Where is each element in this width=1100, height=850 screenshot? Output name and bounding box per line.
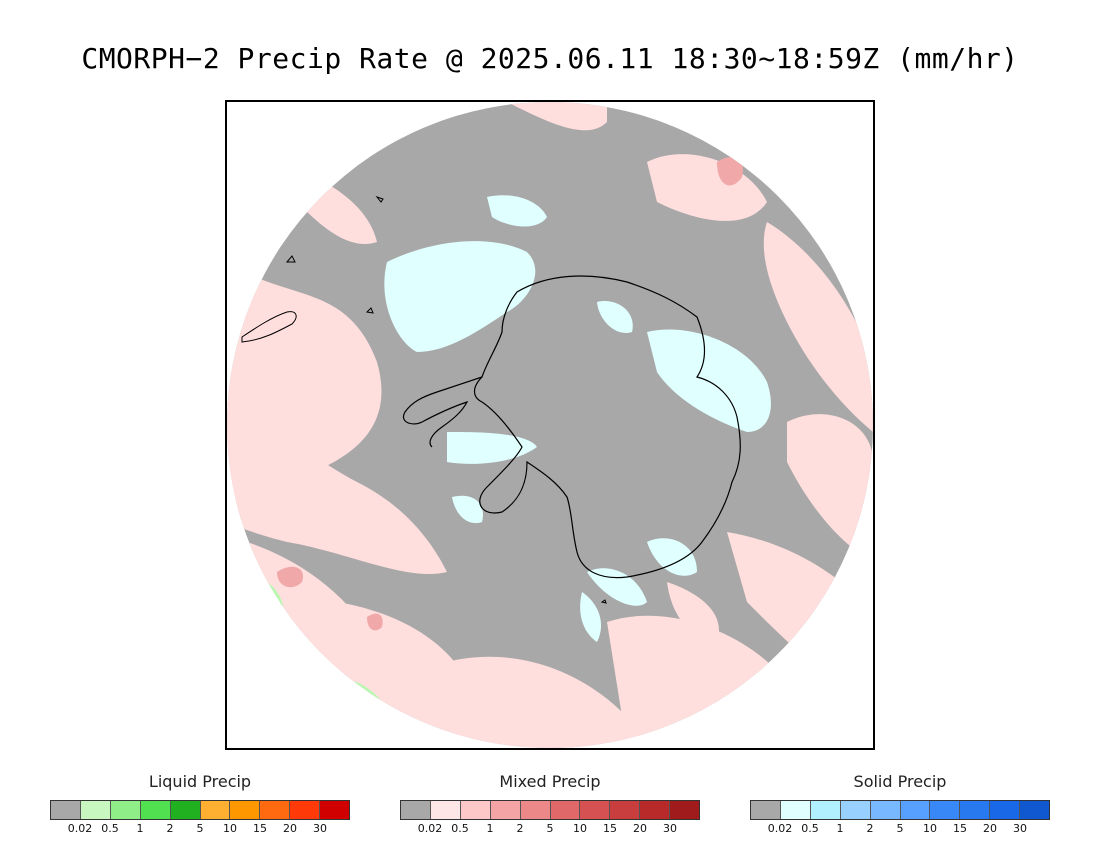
legend-color-bar [750,800,1050,820]
legend-tick-label: 20 [983,822,997,835]
legend-tick-label: 1 [836,822,844,835]
legend-swatch [990,801,1021,819]
legend-swatch [900,801,931,819]
legend-tick-label: 0.02 [67,822,93,835]
legend-tick-label: 2 [516,822,524,835]
legend-mixed-precip: Mixed Precip 0.02 0.5 1 2 5 10 15 20 30 [400,772,700,836]
legend-tick-label: 0.5 [451,822,469,835]
legend-swatch [51,801,81,819]
legend-tick-label: 0.02 [417,822,443,835]
legend-swatch [780,801,811,819]
legend-title: Solid Precip [853,772,947,791]
legend-swatch [401,801,431,819]
legend-swatch [870,801,901,819]
legend-tick-label: 15 [253,822,267,835]
legend-tick-label: 5 [546,822,554,835]
legend-swatch [930,801,961,819]
legend-swatch [840,801,871,819]
legend-tick-label: 10 [223,822,237,835]
legend-tick-label: 10 [573,822,587,835]
legend-swatch [110,801,141,819]
legend-swatch [520,801,551,819]
islands-outline [285,195,607,604]
legend-ticks: 0.02 0.5 1 2 5 10 15 20 30 [400,820,700,836]
legend-tick-label: 5 [896,822,904,835]
legend-swatch [1020,801,1050,819]
map-title: CMORPH−2 Precip Rate @ 2025.06.11 18:30~… [81,42,1019,75]
legend-tick-label: 30 [313,822,327,835]
legend-swatch [670,801,700,819]
legend-tick-label: 1 [136,822,144,835]
legend-swatch [80,801,111,819]
legend-swatch [610,801,641,819]
solid-precip-areas [384,195,771,642]
legend-swatch [810,801,841,819]
legend-tick-label: 30 [663,822,677,835]
legend-swatch [460,801,491,819]
legend-tick-label: 15 [603,822,617,835]
legend-swatch [170,801,201,819]
legend-solid-precip: Solid Precip 0.02 0.5 1 2 5 10 15 20 30 [750,772,1050,836]
legend-swatch [200,801,231,819]
legend-swatch [430,801,461,819]
antarctica-outline [473,275,741,579]
legend-tick-label: 20 [283,822,297,835]
legend-swatch [260,801,291,819]
legend-liquid-precip: Liquid Precip 0.02 0.5 1 2 5 10 15 20 30 [50,772,350,836]
legend-swatch [640,801,671,819]
legend-tick-label: 30 [1013,822,1027,835]
legend-title: Liquid Precip [148,772,252,791]
south-america-outline [241,311,297,343]
legend-title: Mixed Precip [499,772,601,791]
legend-tick-label: 2 [866,822,874,835]
legend-tick-label: 0.5 [801,822,819,835]
legend-swatch [751,801,781,819]
legend-swatch [550,801,581,819]
legend-swatch [490,801,521,819]
legend-ticks: 0.02 0.5 1 2 5 10 15 20 30 [750,820,1050,836]
antarctic-peninsula-outline [402,376,483,448]
map-frame [225,100,875,750]
legend-swatch [230,801,261,819]
legend-swatch [320,801,350,819]
legend-swatch [960,801,991,819]
legend-tick-label: 15 [953,822,967,835]
legend-color-bar [50,800,350,820]
legend-tick-label: 20 [633,822,647,835]
legend-tick-label: 5 [196,822,204,835]
legend-swatch [290,801,321,819]
mixed-precip-moderate [277,157,743,631]
legend-tick-label: 1 [486,822,494,835]
legend-tick-label: 10 [923,822,937,835]
polar-precip-map [227,102,873,748]
legend-swatch [580,801,611,819]
legend-tick-label: 0.02 [767,822,793,835]
legend-swatch [140,801,171,819]
legend-color-bar [400,800,700,820]
legend-tick-label: 2 [166,822,174,835]
legend-ticks: 0.02 0.5 1 2 5 10 15 20 30 [50,820,350,836]
legend-tick-label: 0.5 [101,822,119,835]
